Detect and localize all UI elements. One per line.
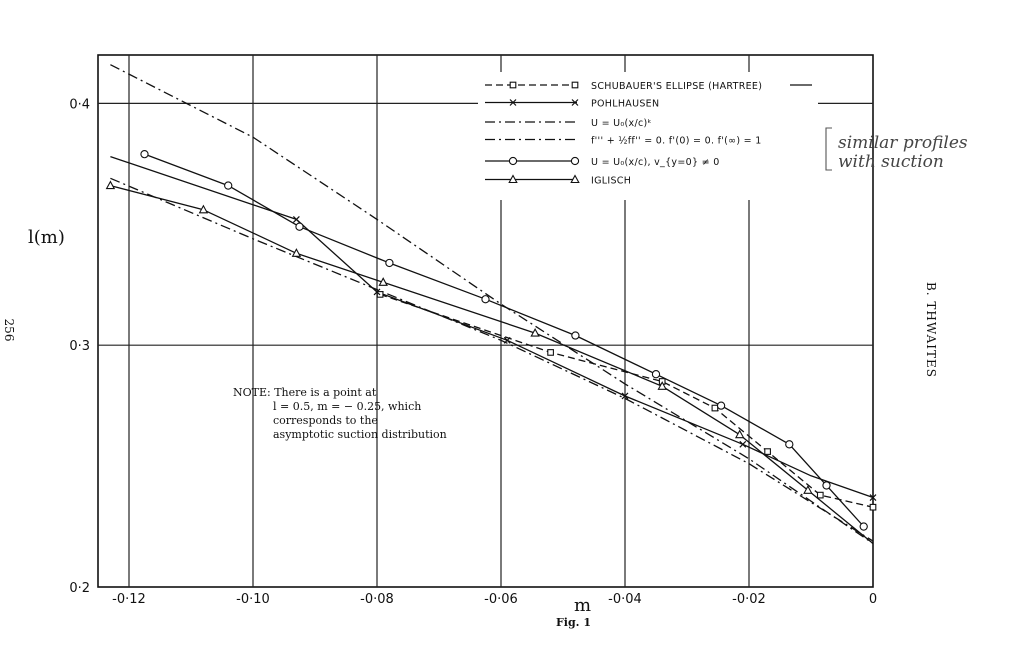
y-tick-label: 0·2 — [69, 581, 90, 596]
running-head: B. THWAITES — [924, 282, 938, 378]
series-marker-1 — [739, 440, 747, 448]
series-marker-4 — [481, 295, 490, 304]
legend-swatch-marker — [571, 81, 579, 89]
legend-label: POHLHAUSEN — [591, 99, 659, 110]
x-tick-label: -0·04 — [608, 592, 642, 607]
legend-label: U = U₀(x/c), v_{y=0} ≠ 0 — [591, 157, 720, 168]
series-marker-4 — [859, 522, 868, 531]
x-axis-label: m — [574, 595, 591, 616]
series-marker-0 — [547, 349, 554, 356]
series-marker-1 — [869, 494, 877, 501]
note-line: l = 0.5, m = − 0.25, which — [273, 400, 421, 413]
note-line: asymptotic suction distribution — [273, 428, 447, 441]
legend-swatch-marker — [570, 156, 580, 166]
series-marker-4 — [140, 149, 149, 159]
series-marker-5 — [198, 204, 209, 214]
series-marker-5 — [657, 381, 667, 390]
series-line-5 — [110, 184, 874, 545]
legend-label: U = U₀(x/c)ᵏ — [591, 118, 652, 129]
y-tick-label: 0·4 — [69, 97, 90, 112]
legend-swatch-marker — [509, 99, 517, 106]
handwritten-annotation: similar profiles with suction — [825, 127, 968, 172]
y-tick-labels: 0·4 0·3 0·2 — [69, 97, 90, 596]
series-marker-4 — [385, 258, 394, 268]
series-line-4 — [144, 153, 865, 527]
page-number: 256 — [2, 319, 16, 342]
handwriting-line: similar profiles — [838, 133, 968, 153]
series-marker-0 — [764, 448, 771, 455]
series-marker-0 — [816, 491, 824, 499]
plot-frame — [97, 54, 874, 588]
series-marker-0 — [869, 503, 877, 511]
series-marker-4 — [571, 331, 580, 340]
series-marker-5 — [734, 429, 745, 439]
series-marker-4 — [651, 370, 661, 379]
series-marker-5 — [105, 180, 116, 190]
series-marker-4 — [224, 181, 233, 190]
series-marker-5 — [530, 327, 540, 337]
series-marker-5 — [291, 248, 302, 257]
handwriting-line: with suction — [838, 152, 944, 172]
series-marker-5 — [378, 277, 388, 286]
legend-swatch-marker — [570, 174, 580, 184]
x-tick-label: -0·08 — [360, 592, 394, 607]
series-marker-1 — [373, 288, 381, 296]
legend-swatch-marker — [571, 99, 579, 106]
note-line: corresponds to the — [273, 414, 378, 427]
series-marker-1 — [621, 392, 629, 400]
series-marker-4 — [716, 401, 726, 410]
legend-swatch-marker — [509, 81, 517, 89]
series-marker-4 — [295, 222, 304, 231]
legend-label: IGLISCH — [591, 176, 631, 187]
y-tick-label: 0·3 — [69, 339, 90, 354]
note-block: NOTE: There is a point at l = 0.5, m = −… — [233, 386, 447, 441]
legend: SCHUBAUER'S ELLIPSE (HARTREE) POHLHAUSEN U… — [478, 72, 818, 200]
note-line: NOTE: There is a point at — [233, 386, 377, 399]
x-tick-label: 0 — [869, 592, 877, 607]
x-tick-label: -0·10 — [236, 592, 270, 607]
series-marker-4 — [785, 440, 794, 449]
series-line-1 — [110, 155, 874, 499]
series-marker-5 — [803, 485, 813, 494]
series-marker-1 — [292, 216, 300, 223]
legend-label: SCHUBAUER'S ELLIPSE (HARTREE) — [591, 81, 762, 92]
series-markers — [105, 149, 877, 531]
series-line-0 — [379, 293, 874, 508]
x-tick-label: -0·12 — [112, 592, 146, 607]
x-tick-labels: -0·12 -0·10 -0·08 -0·06 -0·04 -0·02 0 — [112, 592, 877, 607]
series-line-3 — [110, 177, 874, 542]
x-tick-label: -0·06 — [484, 592, 518, 607]
figure-caption: Fig. 1 — [556, 616, 591, 629]
x-tick-label: -0·02 — [732, 592, 766, 607]
series-marker-4 — [822, 481, 831, 490]
legend-label: f''' + ½ff'' = 0. f'(0) = 0. f'(∞) = 1 — [591, 136, 762, 147]
series-marker-0 — [711, 404, 719, 412]
legend-swatch-marker — [508, 156, 518, 166]
legend-swatch-marker — [508, 174, 518, 184]
series-marker-1 — [503, 336, 511, 344]
y-axis-label: l(m) — [28, 227, 65, 248]
legend-background — [478, 72, 818, 200]
